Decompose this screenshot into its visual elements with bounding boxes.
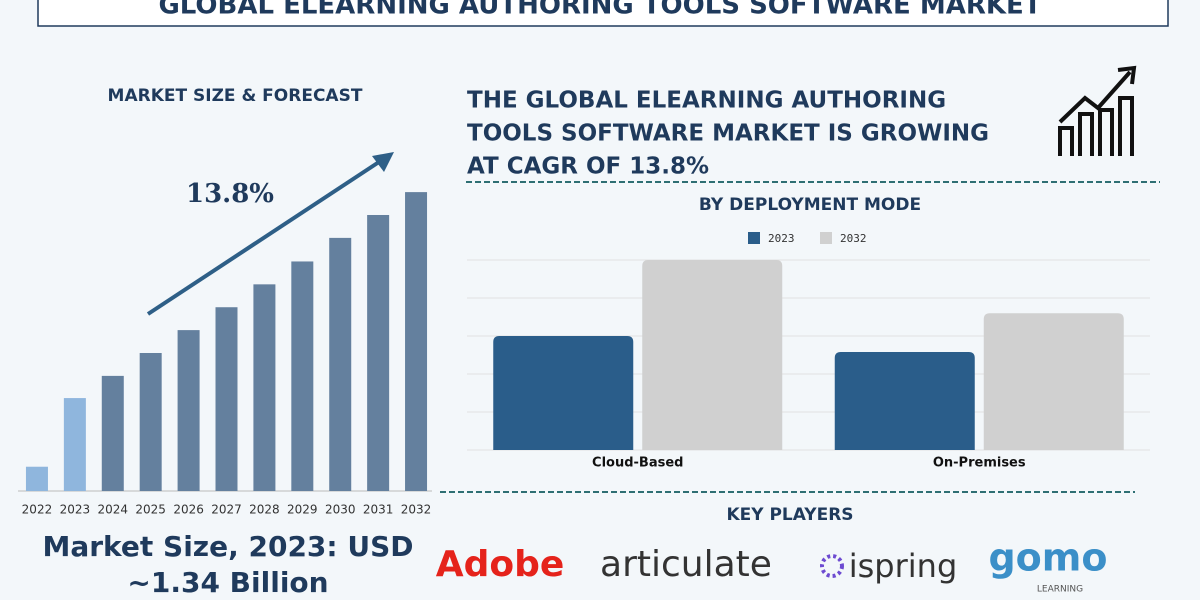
headline: TOOLS SOFTWARE MARKET IS GROWING: [467, 121, 989, 147]
bar: [405, 192, 428, 491]
x-tick-label: 2032: [401, 503, 432, 517]
legend-swatch: [748, 232, 760, 244]
logo-icon: [820, 554, 844, 578]
x-tick-label: 2027: [211, 503, 242, 517]
page-title: GLOBAL ELEARNING AUTHORING TOOLS SOFTWAR…: [158, 0, 1041, 21]
logo: articulate: [600, 544, 772, 585]
title-box: [37, 0, 1169, 27]
x-tick-label: 2024: [97, 503, 128, 517]
legend-label: 2023: [768, 232, 795, 245]
bar: [291, 261, 314, 491]
annotation: 13.8%: [186, 179, 274, 209]
x-tick-label: 2028: [249, 503, 280, 517]
bar: [834, 351, 975, 450]
bar: [177, 330, 200, 491]
bar: [493, 336, 634, 450]
section-title: KEY PLAYERS: [726, 505, 853, 525]
x-tick-label: 2026: [173, 503, 204, 517]
logo: ispring: [849, 547, 958, 585]
logo: LEARNING: [1037, 585, 1083, 595]
headline: AT CAGR OF 13.8%: [467, 154, 709, 180]
bar: [367, 214, 390, 491]
x-tick-label: 2030: [325, 503, 356, 517]
bar: [139, 352, 162, 491]
bar: [253, 284, 276, 491]
logo: gomo: [988, 536, 1107, 580]
forecast-chart: 2022 2023 2024 2025 2026 2027 2028 2029 2030 2031…: [22, 192, 432, 517]
bar: [215, 307, 238, 491]
market-size: Market Size, 2023: USD: [42, 530, 413, 563]
bar: [63, 398, 86, 491]
logo: Adobe: [436, 544, 565, 585]
x-tick-label: 2025: [135, 503, 166, 517]
x-tick-label: 2031: [363, 503, 394, 517]
growth-icon: [1058, 65, 1137, 156]
chart-title: BY DEPLOYMENT MODE: [699, 195, 921, 215]
x-tick-label: Cloud-Based: [592, 456, 683, 471]
x-tick-label: 2023: [60, 503, 91, 517]
bar: [642, 260, 783, 450]
bar: [983, 313, 1124, 450]
bar: [329, 237, 352, 491]
chart-title: MARKET SIZE & FORECAST: [108, 86, 363, 106]
growth-arrow: [146, 158, 384, 316]
x-tick-label: 2022: [22, 503, 53, 517]
legend-label: 2032: [840, 232, 867, 245]
bar: [101, 375, 124, 491]
headline: THE GLOBAL ELEARNING AUTHORING: [467, 88, 946, 114]
x-tick-label: On-Premises: [933, 456, 1026, 471]
deployment-chart: Cloud-Based On-Premises 2023 2032: [467, 232, 1150, 471]
arrow-head: [372, 152, 394, 172]
x-tick-label: 2029: [287, 503, 318, 517]
bar: [25, 466, 48, 491]
market-size: ~1.34 Billion: [127, 566, 328, 599]
legend-swatch: [820, 232, 832, 244]
